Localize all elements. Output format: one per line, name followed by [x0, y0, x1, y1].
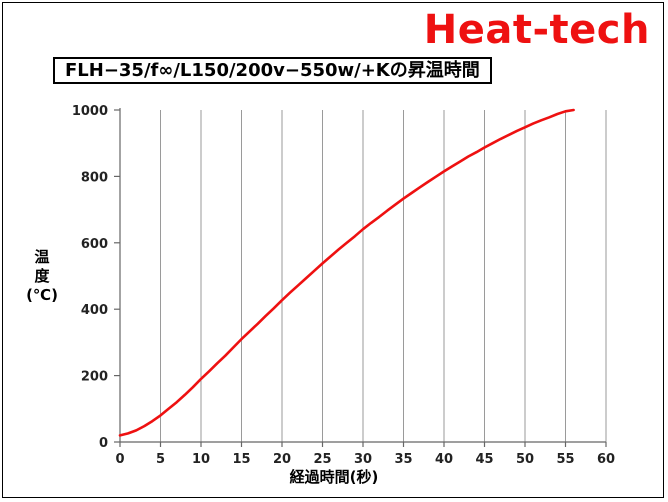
x-tick-label: 60 — [597, 452, 615, 467]
y-tick-label: 0 — [99, 436, 108, 451]
x-tick-label: 45 — [475, 452, 493, 467]
y-tick-label: 400 — [81, 303, 108, 318]
brand-logo: Heat-tech — [423, 7, 650, 53]
x-tick-label: 35 — [394, 452, 412, 467]
temperature-curve — [118, 108, 575, 437]
y-axis-label-line: 度 — [34, 267, 50, 285]
x-axis-label: 経過時間(秒) — [289, 468, 379, 486]
x-tick-label: 5 — [156, 452, 165, 467]
chart-title: FLH−35/f∞/L150/200v−550w/+Kの昇温時間 — [53, 57, 492, 84]
y-tick-label: 200 — [81, 370, 108, 385]
x-tick-label: 25 — [313, 452, 331, 467]
x-tick-label: 30 — [354, 452, 372, 467]
axes — [114, 108, 607, 447]
x-tick-label: 0 — [115, 452, 124, 467]
y-tick-label: 1000 — [72, 104, 108, 119]
x-tick-label: 15 — [232, 452, 250, 467]
chart-frame — [2, 2, 664, 498]
x-tick-label: 10 — [192, 452, 210, 467]
y-axis-label: 温 度 (℃) — [20, 248, 64, 305]
y-axis-label-line: (℃) — [26, 286, 58, 304]
y-tick-label: 800 — [81, 170, 108, 185]
y-tick-labels: 0 200 400 600 800 1000 — [72, 104, 108, 451]
y-tick-label: 600 — [81, 237, 108, 252]
x-tick-labels: 0 5 10 15 20 25 30 35 40 45 50 55 60 — [115, 452, 615, 467]
grid-lines — [160, 110, 607, 442]
x-tick-label: 40 — [435, 452, 453, 467]
x-tick-label: 55 — [556, 452, 574, 467]
x-tick-label: 20 — [273, 452, 291, 467]
x-tick-label: 50 — [516, 452, 534, 467]
y-axis-label-line: 温 — [34, 248, 50, 266]
